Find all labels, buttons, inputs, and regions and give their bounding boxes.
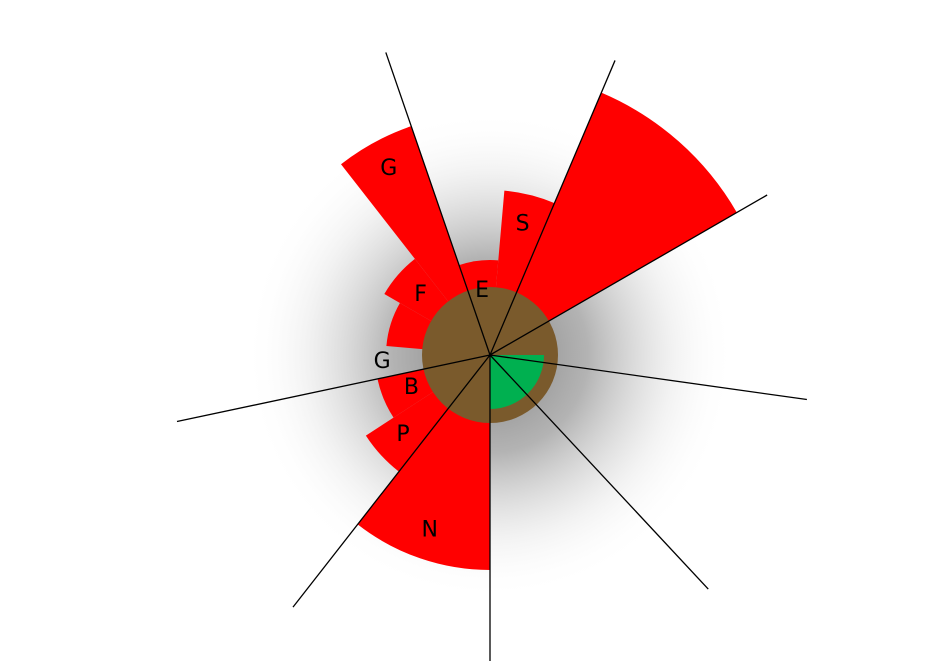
spoke-0 — [489, 60, 616, 356]
spoke-7 — [385, 52, 491, 356]
sector-label-11: G — [380, 156, 397, 181]
spoke-2 — [489, 354, 807, 401]
sector-bar-11 — [341, 126, 490, 356]
spoke-1 — [489, 194, 768, 356]
sector-bar-1 — [490, 92, 737, 355]
sector-label-0: S — [516, 212, 530, 237]
sector-label-5: N — [422, 517, 438, 542]
spoke-3 — [489, 354, 709, 590]
inner-sector — [490, 355, 544, 409]
sector-label-12: E — [475, 278, 489, 303]
sector-label-8: G — [374, 349, 391, 374]
sector-label-6: P — [396, 422, 409, 447]
spoke-5 — [292, 354, 491, 608]
sector-label-7: B — [404, 375, 419, 400]
spoke-lines — [176, 52, 807, 666]
sector-label-10: F — [414, 282, 427, 307]
spoke-6 — [176, 354, 491, 423]
